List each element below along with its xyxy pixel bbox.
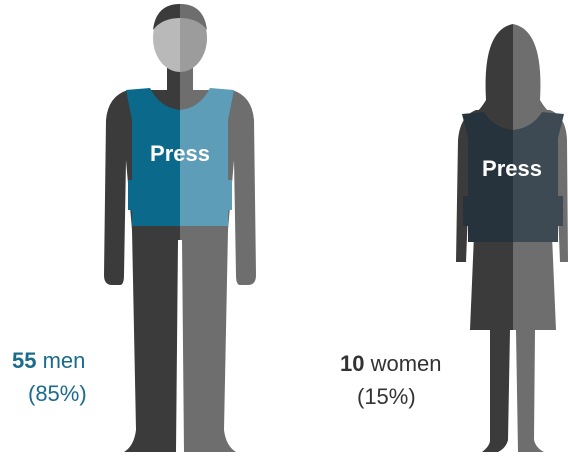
share: (15%) [357, 384, 416, 409]
vest-label: Press [482, 156, 542, 181]
noun: women [370, 351, 442, 376]
men-caption: 55 men [12, 348, 85, 373]
woman-figure: Press [456, 24, 568, 452]
man-figure: Press [104, 4, 256, 452]
women-caption: 10 women [340, 351, 442, 376]
man-vest [126, 88, 234, 226]
woman-vest [462, 112, 564, 242]
noun: men [43, 348, 86, 373]
share: (85%) [28, 381, 87, 406]
count: 55 [12, 348, 36, 373]
vest-label: Press [150, 141, 210, 166]
count: 10 [340, 351, 364, 376]
